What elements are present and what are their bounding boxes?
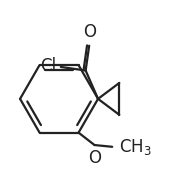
Text: O: O [88, 149, 101, 167]
Text: Cl: Cl [40, 57, 56, 75]
Text: O: O [83, 23, 96, 41]
Text: CH$_3$: CH$_3$ [119, 137, 152, 157]
